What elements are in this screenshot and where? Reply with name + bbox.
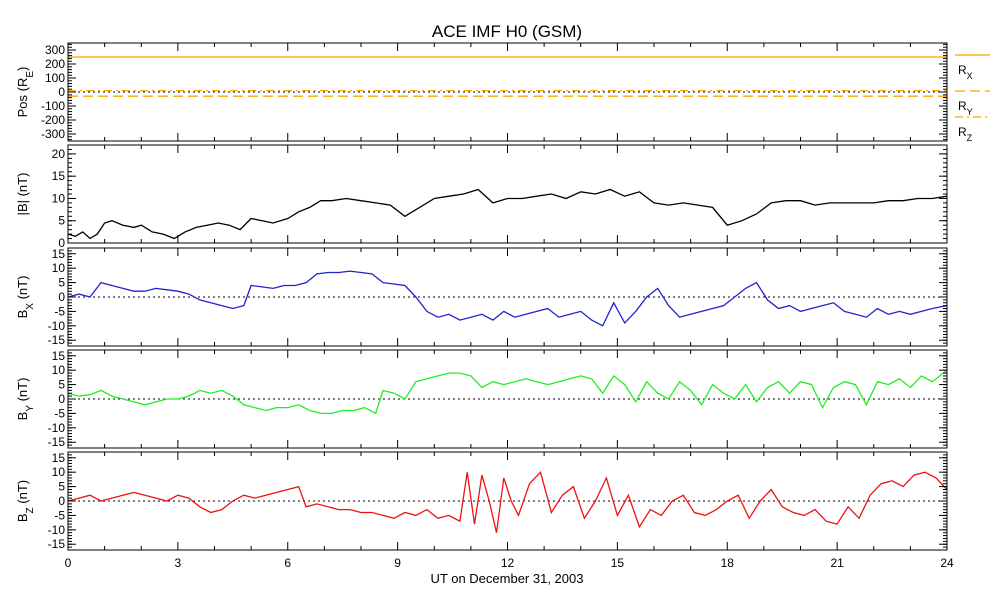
y-tick-label: 15 [52,349,66,363]
legend-label-subscript: X [967,71,973,81]
y-axis-label-main: B [15,310,30,319]
y-tick-label: 10 [52,191,66,205]
y-tick-label: 5 [58,480,65,494]
y-tick-label: -200 [41,113,65,127]
y-tick-label: -5 [54,406,65,420]
x-tick-label: 9 [394,556,401,570]
x-axis-label: UT on December 31, 2003 [431,571,584,586]
y-axis-label-main: B [15,412,30,421]
y-axis-label: Pos (RE) [15,67,36,118]
chart-title: ACE IMF H0 (GSM) [432,22,582,41]
y-axis-label: BX (nT) [15,276,36,319]
x-tick-label: 21 [830,556,844,570]
y-axis-label-subscript: Y [25,405,36,412]
y-tick-label: -100 [41,99,65,113]
y-tick-label: 0 [58,494,65,508]
y-tick-label: 20 [52,147,66,161]
y-axis-label-end: ) [15,67,30,71]
y-tick-label: 300 [45,43,65,57]
legend-label-subscript: Z [967,133,973,143]
y-tick-label: 0 [58,290,65,304]
y-tick-label: -5 [54,508,65,522]
y-axis-label: BZ (nT) [15,480,36,522]
legend-label-rz: RZ [958,125,973,143]
y-tick-label: -10 [48,421,66,435]
y-tick-label: 5 [58,214,65,228]
y-tick-label: 15 [52,169,66,183]
y-axis-label-subscript: X [25,303,36,310]
x-tick-label: 0 [65,556,72,570]
y-tick-label: 10 [52,261,66,275]
y-tick-label: 100 [45,71,65,85]
y-tick-label: 5 [58,378,65,392]
y-axis-label: BY (nT) [15,378,36,421]
y-tick-label: 5 [58,276,65,290]
y-tick-label: -300 [41,127,65,141]
y-axis-label-subscript: Z [25,507,36,513]
y-tick-label: 10 [52,363,66,377]
y-tick-label: -15 [48,435,66,449]
series-line-b [68,188,947,240]
x-tick-label: 3 [175,556,182,570]
y-tick-label: 0 [58,85,65,99]
y-axis-label-main: |B| (nT) [15,173,30,216]
y-axis-label-end: (nT) [15,480,30,507]
y-axis-label: |B| (nT) [15,173,30,216]
y-tick-label: 200 [45,57,65,71]
series-line-by [68,369,947,415]
legend-label-main: R [958,125,967,139]
series-line-bx [68,270,947,327]
panel-frame [67,144,948,244]
y-axis-label-main: Pos (R [15,78,30,118]
legend-label-main: R [958,99,967,113]
x-tick-label: 15 [611,556,625,570]
y-tick-label: 10 [52,465,66,479]
y-axis-label-main: B [15,513,30,522]
y-axis-label-subscript: E [25,71,36,78]
x-tick-label: 24 [940,556,954,570]
y-tick-label: 15 [52,451,66,465]
x-tick-label: 6 [284,556,291,570]
x-tick-label: 12 [501,556,515,570]
y-tick-label: -10 [48,523,66,537]
y-tick-label: 15 [52,247,66,261]
series-line-bz [68,470,947,533]
y-tick-label: 0 [58,236,65,250]
y-tick-label: -10 [48,319,66,333]
legend-label-subscript: Y [967,107,973,117]
y-tick-label: -15 [48,537,66,551]
y-tick-label: -15 [48,333,66,347]
legend-label-ry: RY [958,99,973,117]
y-axis-label-end: (nT) [15,276,30,303]
panel-bt: 0 5 10 15 20 |B| (nT) [15,144,948,250]
y-tick-label: -5 [54,304,65,318]
x-tick-label: 18 [721,556,735,570]
y-tick-label: 0 [58,392,65,406]
legend-label-rx: RX [958,63,973,81]
legend-label-main: R [958,63,967,77]
y-axis-label-end: (nT) [15,378,30,405]
